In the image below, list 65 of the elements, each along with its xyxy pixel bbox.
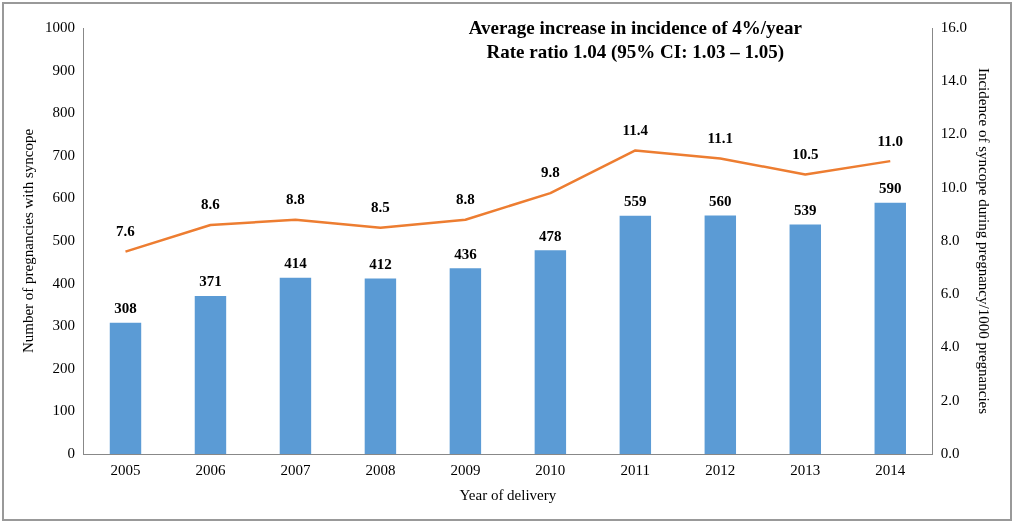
data-label: 9.8 [540, 164, 560, 181]
y2-tick-label: 10.0 [940, 178, 967, 195]
data-label: 7.6 [116, 223, 136, 240]
y-tick-label: 200 [52, 359, 75, 376]
data-label: 8.5 [371, 199, 390, 216]
y2-tick-label: 2.0 [940, 391, 960, 408]
y2-tick-label: 16.0 [940, 18, 967, 35]
y2-tick-label: 12.0 [940, 125, 967, 142]
y2-tick-label: 6.0 [940, 285, 960, 302]
bar [364, 278, 397, 454]
data-label: 559 [624, 193, 647, 210]
x-tick-label: 2008 [365, 461, 396, 478]
y-tick-label: 1000 [45, 18, 75, 35]
data-label: 11.0 [877, 132, 903, 149]
x-tick-label: 2010 [535, 461, 566, 478]
bar [109, 322, 142, 454]
x-tick-label: 2012 [705, 461, 736, 478]
data-label: 414 [284, 255, 308, 272]
y-tick-label: 800 [52, 104, 75, 121]
y-tick-label: 500 [52, 231, 75, 248]
y2-tick-label: 0.0 [940, 444, 960, 461]
data-label: 11.4 [622, 121, 649, 138]
data-label: 8.8 [456, 191, 475, 208]
text: Rate ratio 1.04 (95% CI: 1.03 – 1.05) [486, 41, 785, 64]
y2-tick-label: 4.0 [940, 338, 960, 355]
bar [449, 268, 482, 454]
bar [194, 295, 227, 454]
data-label: 412 [369, 255, 392, 272]
y2-tick-label: 8.0 [940, 231, 960, 248]
y-axis-title: Number of pregnancies with syncope [19, 128, 36, 354]
x-tick-label: 2009 [450, 461, 481, 478]
x-axis-title: Year of delivery [459, 486, 557, 503]
data-label: 11.1 [707, 129, 734, 146]
data-label: 590 [879, 180, 902, 197]
data-label: 308 [114, 300, 137, 317]
bar [874, 202, 906, 454]
x-tick-label: 2013 [790, 461, 821, 478]
y-tick-label: 600 [52, 189, 75, 206]
chart-title: Average increase in incidence of 4%/year [468, 17, 803, 39]
data-label: 539 [794, 201, 817, 218]
bar [279, 277, 312, 454]
bar [789, 224, 822, 454]
data-label: 10.5 [792, 145, 819, 162]
bar [534, 250, 567, 454]
y-tick-label: 300 [52, 317, 75, 334]
data-label: 8.8 [286, 191, 305, 208]
bar [619, 215, 652, 454]
data-label: 436 [454, 245, 478, 262]
data-label: 478 [539, 227, 562, 244]
x-tick-label: 2006 [195, 461, 226, 478]
y2-axis-title: Incidence of syncope during pregnancy/1000 pregnancies [976, 67, 993, 415]
data-label: 560 [709, 192, 732, 209]
data-label: 8.6 [201, 196, 221, 213]
bar [704, 215, 737, 454]
x-tick-label: 2014 [875, 461, 906, 478]
y2-tick-label: 14.0 [940, 72, 967, 89]
y-tick-label: 900 [52, 61, 75, 78]
data-label: 371 [199, 273, 222, 290]
x-tick-label: 2011 [620, 461, 651, 478]
x-tick-label: 2005 [110, 461, 141, 478]
y-tick-label: 100 [52, 402, 75, 419]
y-tick-label: 0 [67, 444, 75, 461]
y-tick-label: 400 [52, 274, 75, 291]
x-tick-label: 2007 [280, 461, 311, 478]
y-tick-label: 700 [52, 146, 75, 163]
